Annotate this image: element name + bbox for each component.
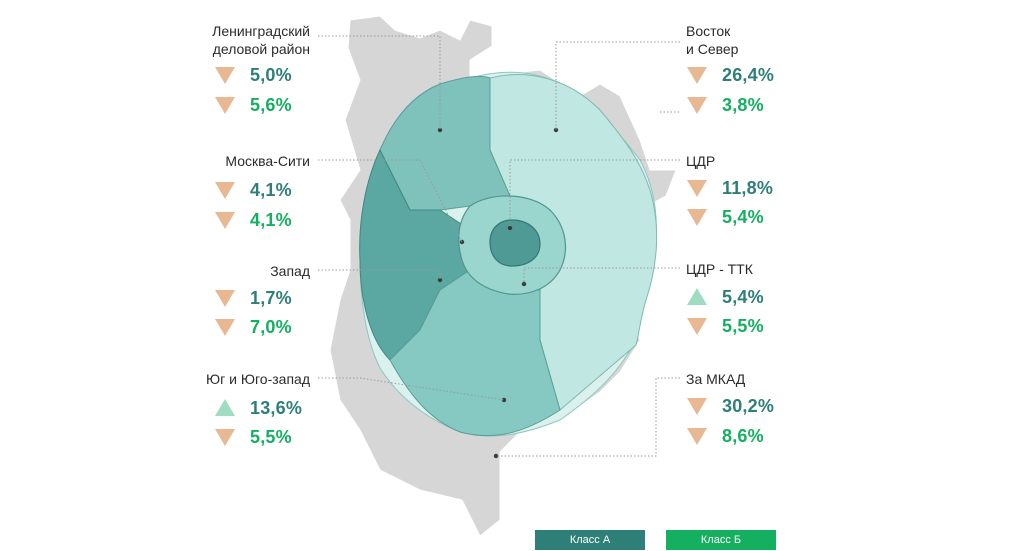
district-label-cdr-ttk: ЦДР - ТТК: [686, 261, 753, 277]
trend-down-icon: [687, 398, 707, 415]
legend-class-a: Класс А: [535, 530, 645, 550]
zone-cdr: [489, 219, 541, 267]
trend-down-icon: [687, 97, 707, 114]
district-label-outside-mkad: За МКАД: [686, 371, 746, 387]
zone-south: [389, 269, 561, 437]
trend-down-icon: [215, 67, 235, 84]
value-class-a: 26,4%: [722, 64, 775, 85]
district-label-leningradsky: Ленинградский деловой район: [212, 23, 310, 57]
value-class-a: 13,6%: [250, 397, 303, 418]
value-class-a: 30,2%: [722, 395, 775, 416]
value-class-b: 5,6%: [250, 94, 292, 115]
value-class-b: 5,4%: [722, 206, 764, 227]
value-class-a: 11,8%: [722, 177, 774, 198]
district-label-moscow-city: Москва-Сити: [225, 153, 310, 169]
metric-leningradsky-b: 5,6%: [214, 93, 292, 117]
legend-class-b: Класс Б: [666, 530, 776, 550]
metric-south-b: 5,5%: [214, 425, 292, 449]
value-class-b: 7,0%: [250, 316, 292, 337]
trend-down-icon: [687, 180, 707, 197]
metric-outside-mkad-a: 30,2%: [686, 394, 774, 418]
value-class-a: 5,4%: [722, 286, 764, 307]
district-label-east-north: Восток и Север: [686, 23, 739, 57]
district-label-west: Запад: [270, 263, 310, 279]
metric-cdr-b: 5,4%: [686, 205, 764, 229]
trend-down-icon: [215, 319, 235, 336]
metric-east-north-b: 3,8%: [686, 93, 764, 117]
value-class-b: 3,8%: [722, 94, 764, 115]
metric-cdr-a: 11,8%: [686, 176, 773, 200]
trend-down-icon: [687, 209, 707, 226]
value-class-a: 4,1%: [250, 179, 292, 200]
zone-east-north: [489, 74, 658, 411]
trend-up-icon: [215, 399, 235, 416]
trend-down-icon: [215, 97, 235, 114]
metric-east-north-a: 26,4%: [686, 63, 774, 87]
metric-south-a: 13,6%: [214, 396, 302, 420]
metric-moscow-city-a: 4,1%: [214, 178, 292, 202]
value-class-b: 4,1%: [250, 209, 292, 230]
trend-down-icon: [215, 182, 235, 199]
metric-outside-mkad-b: 8,6%: [686, 424, 764, 448]
trend-down-icon: [687, 67, 707, 84]
value-class-a: 5,0%: [250, 64, 292, 85]
value-class-b: 8,6%: [722, 425, 764, 446]
district-label-cdr: ЦДР: [686, 153, 716, 169]
district-label-south: Юг и Юго-запад: [206, 371, 310, 387]
trend-down-icon: [215, 290, 235, 307]
metric-leningradsky-a: 5,0%: [214, 63, 292, 87]
leader-lines: [318, 35, 680, 457]
value-class-b: 5,5%: [250, 426, 292, 447]
trend-down-icon: [687, 428, 707, 445]
metric-moscow-city-b: 4,1%: [214, 208, 292, 232]
district-markers: [437, 127, 559, 459]
metric-west-a: 1,7%: [214, 286, 292, 310]
value-class-a: 1,7%: [250, 287, 292, 308]
trend-down-icon: [687, 318, 707, 335]
metric-west-b: 7,0%: [214, 315, 292, 339]
trend-up-icon: [687, 288, 707, 305]
metric-cdr-ttk-b: 5,5%: [686, 314, 764, 338]
trend-down-icon: [215, 429, 235, 446]
trend-down-icon: [215, 212, 235, 229]
metric-cdr-ttk-a: 5,4%: [686, 285, 764, 309]
value-class-b: 5,5%: [722, 315, 764, 336]
